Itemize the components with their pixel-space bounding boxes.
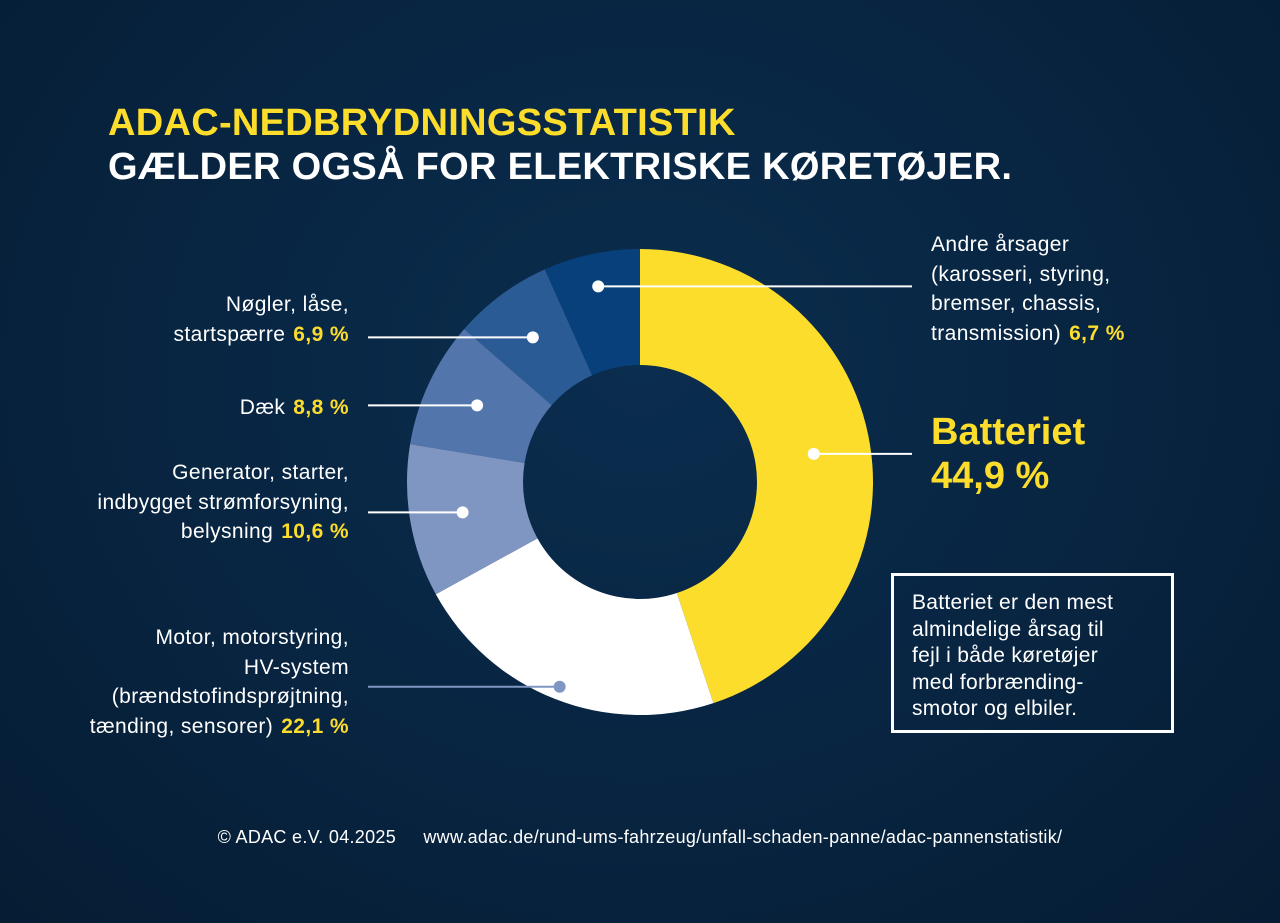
slice-value-motor: 22,1 % [281, 714, 349, 738]
slice-label-other-line3: bremser, chassis, [931, 292, 1102, 315]
footer-url[interactable]: www.adac.de/rund-ums-fahrzeug/unfall-sch… [423, 827, 1063, 847]
slice-label-other: Andre årsager (karosseri, styring, brems… [931, 230, 1125, 348]
slice-label-generator-line1: Generator, starter, [172, 461, 349, 484]
slice-value-other: 6,7 % [1069, 321, 1125, 345]
slice-value-generator: 10,6 % [281, 520, 349, 543]
leader-dot-keys [526, 331, 539, 344]
slice-label-other-line4: transmission) [931, 321, 1062, 345]
donut-slice-motor [435, 538, 714, 715]
note-line: Batteriet er den mest [912, 591, 1114, 614]
leader-dot-generator [456, 506, 469, 519]
slice-label-motor-line3: (brændstofindsprøjtning, [111, 685, 349, 708]
slice-label-tyres: Dæk 8,8 % [240, 393, 349, 423]
footer: © ADAC e.V. 04.2025 www.adac.de/rund-ums… [0, 827, 1280, 848]
slice-label-other-line1: Andre årsager [931, 233, 1070, 256]
slice-label-keys: Nøgler, låse, startspærre 6,9 % [174, 290, 349, 349]
note-line: med forbrænding- [912, 670, 1084, 694]
info-note-box: Batteriet er den mest almindelige årsag … [891, 573, 1174, 733]
slice-label-motor: Motor, motorstyring, HV-system (brændsto… [90, 623, 349, 741]
donut-slice-generator [406, 444, 538, 595]
slice-label-battery-name: Batteriet [931, 411, 1086, 453]
slice-label-motor-line1: Motor, motorstyring, [155, 626, 349, 649]
slice-label-tyres-line1: Dæk [239, 396, 286, 419]
note-line: fejl i både køretøjer [912, 644, 1099, 667]
slice-label-keys-line1: Nøgler, låse, [225, 293, 349, 316]
leader-dot-motor [553, 680, 566, 693]
note-line: almindelige årsag til [912, 617, 1104, 641]
slice-label-generator-line2: indbygget strømforsyning, [97, 490, 349, 514]
slice-label-motor-line2: HV-system [243, 655, 349, 679]
leader-dot-battery [807, 447, 820, 460]
slice-label-generator-line3: belysning [180, 520, 274, 543]
slice-label-battery: Batteriet 44,9 % [931, 410, 1085, 498]
chart-title-line1: ADAC-NEDBRYDNINGSSTATISTIK [108, 102, 736, 144]
slice-label-keys-line2: startspærre [173, 322, 286, 346]
note-line: smotor og elbiler. [912, 697, 1078, 720]
leader-dot-other [592, 280, 605, 293]
slice-label-motor-line4: tænding, sensorer) [89, 714, 274, 738]
donut-slice-battery [640, 249, 874, 704]
slice-value-tyres: 8,8 % [293, 396, 349, 419]
footer-copyright: © ADAC e.V. 04.2025 [217, 827, 397, 847]
chart-title-line2: GÆLDER OGSÅ FOR ELEKTRISKE KØRETØJER. [108, 146, 1013, 188]
slice-label-generator: Generator, starter, indbygget strømforsy… [97, 458, 349, 547]
slice-value-keys: 6,9 % [293, 322, 349, 346]
slice-label-other-line2: (karosseri, styring, [931, 262, 1111, 286]
leader-dot-tyres [471, 399, 484, 412]
donut-slice-tyres [410, 329, 552, 463]
donut-slice-other [544, 249, 640, 376]
slice-value-battery: 44,9 % [931, 455, 1050, 497]
